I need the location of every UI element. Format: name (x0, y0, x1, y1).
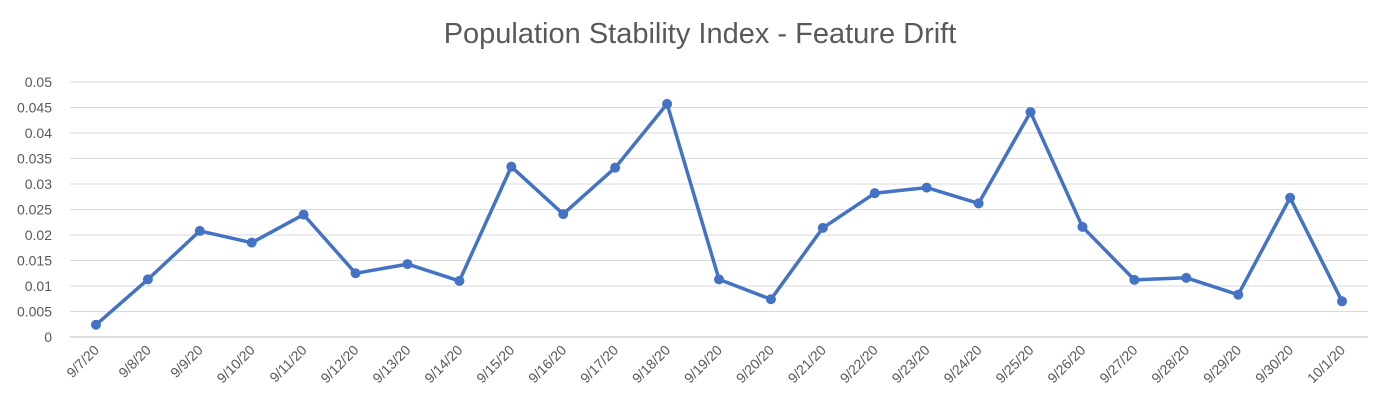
y-tick-label: 0.005 (17, 304, 52, 320)
x-tick-label: 9/22/20 (837, 342, 881, 386)
x-tick-label: 9/9/20 (167, 342, 206, 381)
data-point (298, 209, 309, 220)
data-point (610, 162, 621, 173)
x-tick-label: 9/14/20 (421, 342, 465, 386)
data-point (246, 237, 257, 248)
data-point (350, 268, 361, 279)
x-tick-label: 9/12/20 (317, 342, 361, 386)
data-point (1181, 272, 1192, 283)
y-tick-label: 0.03 (25, 176, 52, 192)
data-point (1129, 274, 1140, 285)
x-tick-label: 9/17/20 (577, 342, 621, 386)
data-point (662, 98, 673, 109)
x-tick-label: 9/21/20 (785, 342, 829, 386)
data-point (506, 161, 517, 172)
x-tick-label: 9/25/20 (992, 342, 1036, 386)
x-tick-label: 9/8/20 (115, 342, 154, 381)
data-point (1285, 192, 1296, 203)
x-tick-label: 10/1/20 (1304, 342, 1348, 386)
y-tick-label: 0.045 (17, 100, 52, 116)
data-point (1025, 107, 1036, 118)
data-point (765, 294, 776, 305)
x-tick-label: 9/11/20 (266, 342, 310, 386)
data-point (454, 275, 465, 286)
data-point (1077, 221, 1088, 232)
y-tick-label: 0.02 (25, 227, 52, 243)
data-point (817, 222, 828, 233)
x-tick-label: 9/10/20 (213, 342, 257, 386)
data-point (1233, 289, 1244, 300)
x-tick-label: 9/28/20 (1148, 342, 1192, 386)
x-tick-label: 9/24/20 (940, 342, 984, 386)
x-tick-label: 9/27/20 (1096, 342, 1140, 386)
data-point (90, 319, 101, 330)
data-point (142, 274, 153, 285)
data-point (558, 209, 569, 220)
y-tick-label: 0.05 (25, 74, 52, 90)
x-tick-label: 9/29/20 (1200, 342, 1244, 386)
x-tick-label: 9/13/20 (369, 342, 413, 386)
x-tick-label: 9/30/20 (1252, 342, 1296, 386)
y-tick-label: 0 (44, 329, 52, 345)
series-line (94, 102, 1344, 327)
x-tick-label: 9/26/20 (1044, 342, 1088, 386)
x-tick-label: 9/16/20 (525, 342, 569, 386)
y-tick-label: 0.04 (25, 125, 52, 141)
x-tick-label: 9/18/20 (629, 342, 673, 386)
y-tick-label: 0.025 (17, 202, 52, 218)
data-point (1337, 296, 1348, 307)
y-tick-label: 0.015 (17, 253, 52, 269)
data-point (194, 225, 205, 236)
x-tick-label: 9/19/20 (681, 342, 725, 386)
chart-title: Population Stability Index - Feature Dri… (443, 18, 957, 50)
x-tick-label: 9/7/20 (63, 342, 102, 381)
x-tick-label: 9/20/20 (733, 342, 777, 386)
y-tick-label: 0.035 (17, 151, 52, 167)
data-point (402, 259, 413, 270)
data-point (869, 188, 880, 199)
y-tick-label: 0.01 (25, 278, 52, 294)
x-tick-label: 9/23/20 (888, 342, 932, 386)
data-point (714, 274, 724, 285)
data-point (973, 198, 984, 209)
data-point (921, 182, 932, 193)
x-tick-label: 9/15/20 (473, 342, 517, 386)
